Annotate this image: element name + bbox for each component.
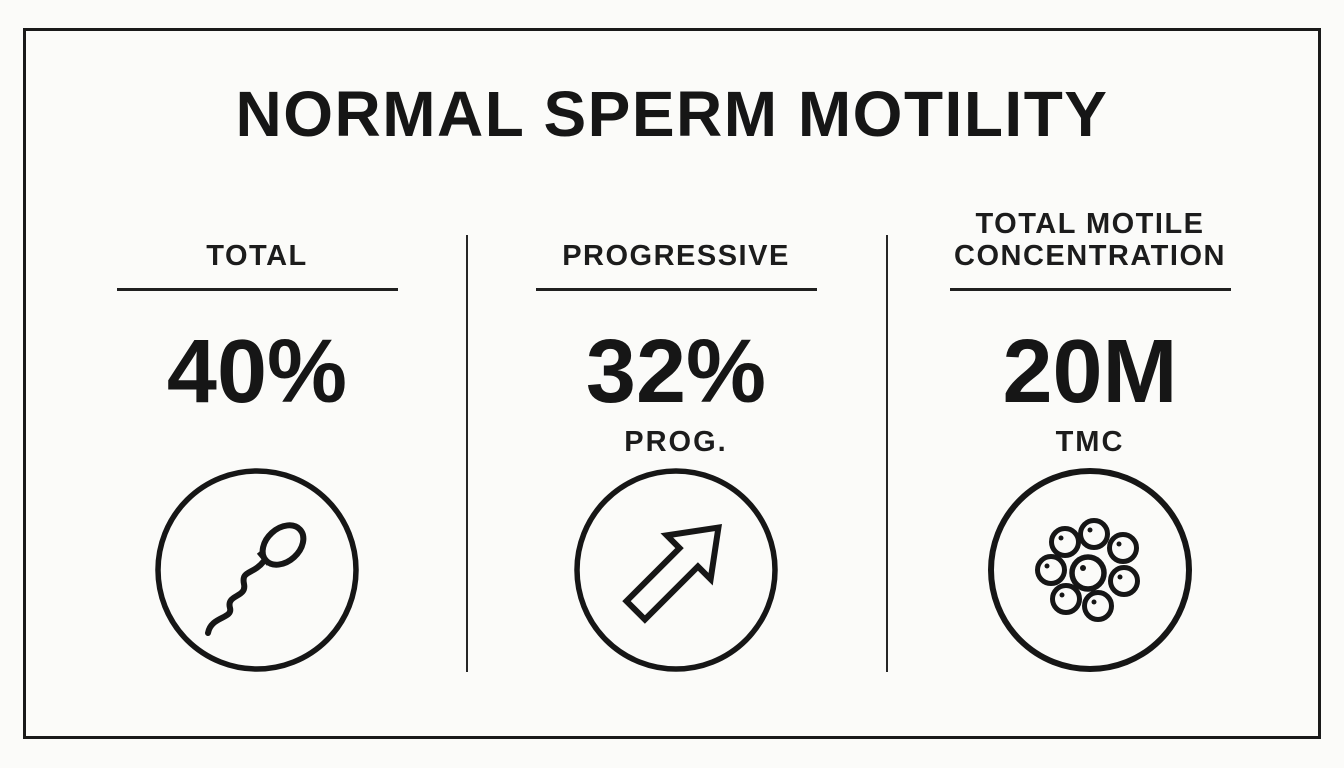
heading-underline: [949, 288, 1231, 291]
stat-sub-label: TMC: [1055, 426, 1125, 458]
outer-border-frame: NORMAL SPERM MOTILITY TOTAL 40% PROGRESS…: [23, 28, 1321, 739]
arrow-up-right-icon: [573, 467, 779, 673]
heading-underline: [116, 288, 398, 291]
stat-column-total-motile-concentration: TOTAL MOTILE CONCENTRATION 20M TMC: [884, 208, 1296, 673]
stat-heading: TOTAL: [206, 240, 308, 273]
stat-heading: PROGRESSIVE: [562, 240, 790, 273]
column-divider-right: [886, 235, 888, 672]
stat-sub-label: PROG.: [624, 426, 728, 458]
stat-value: 32%: [585, 322, 767, 422]
page-title: NORMAL SPERM MOTILITY: [235, 78, 1109, 150]
stat-column-progressive: PROGRESSIVE 32% PROG.: [468, 211, 884, 673]
sperm-icon: [154, 467, 360, 673]
cell-cluster-icon: [987, 467, 1193, 673]
heading-underline: [535, 288, 817, 291]
stat-column-total: TOTAL 40%: [38, 211, 476, 673]
stat-value: 40%: [166, 322, 348, 422]
column-divider-left: [466, 235, 468, 672]
stat-value: 20M: [1002, 322, 1178, 422]
stat-heading: TOTAL MOTILE CONCENTRATION: [954, 208, 1226, 273]
